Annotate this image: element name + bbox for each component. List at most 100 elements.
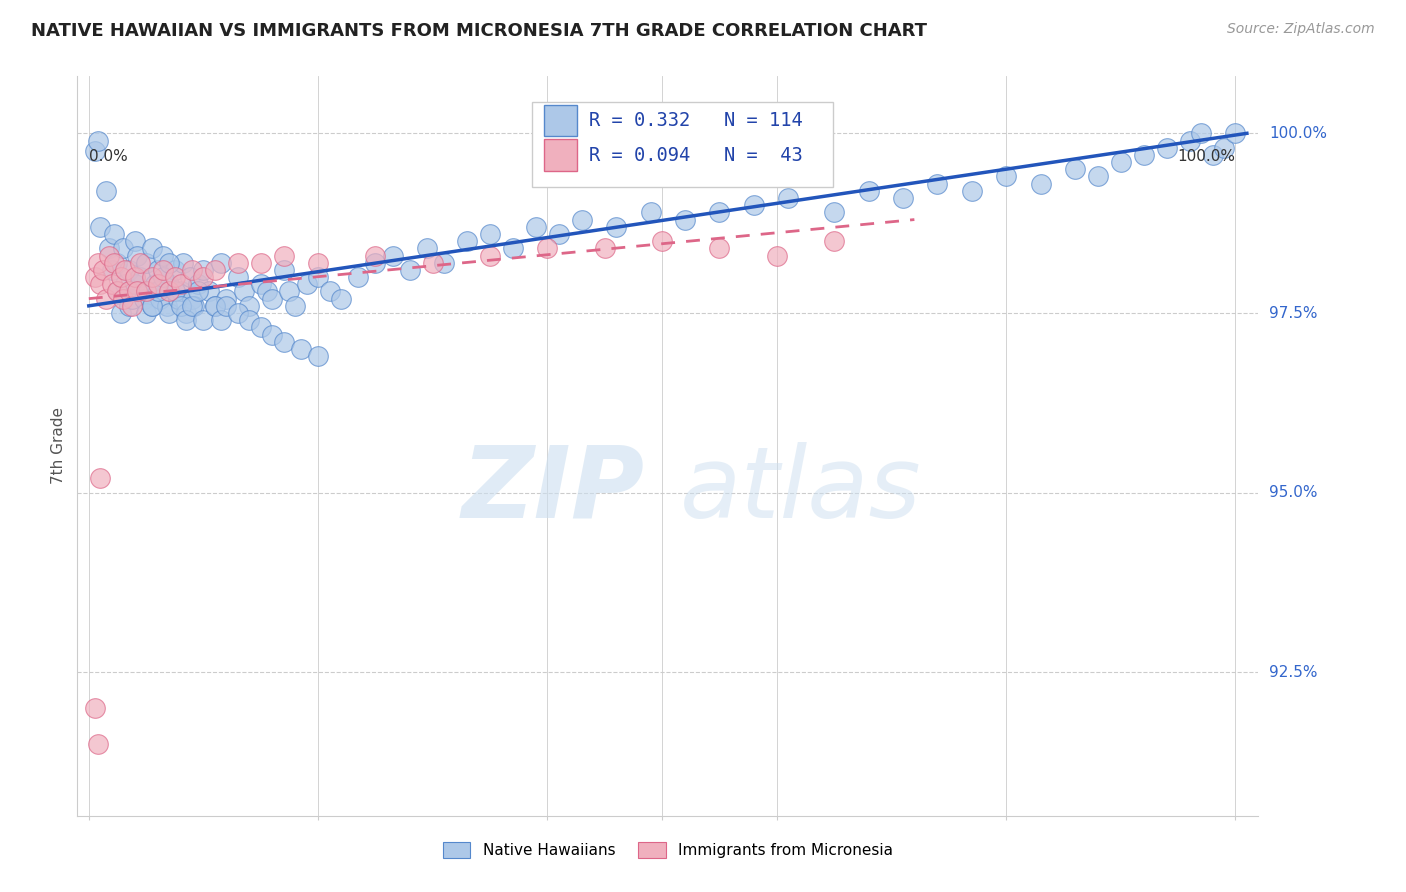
Point: [204, 299, 226, 313]
Point: [524, 219, 547, 234]
Point: [87, 134, 110, 148]
Point: [399, 263, 422, 277]
Point: [278, 285, 301, 299]
Point: [209, 256, 232, 270]
Point: [107, 285, 129, 299]
Point: [416, 241, 439, 255]
Text: atlas: atlas: [679, 442, 921, 539]
Point: [183, 299, 205, 313]
Point: [1189, 126, 1212, 140]
Point: [118, 285, 141, 299]
Point: [172, 256, 194, 270]
Point: [187, 277, 209, 292]
Point: [193, 263, 215, 277]
Text: Source: ZipAtlas.com: Source: ZipAtlas.com: [1227, 22, 1375, 37]
Point: [110, 306, 132, 320]
Point: [141, 299, 163, 313]
Text: 95.0%: 95.0%: [1270, 485, 1317, 500]
Point: [778, 191, 800, 205]
Point: [548, 227, 571, 241]
Point: [273, 248, 295, 262]
Point: [89, 471, 111, 485]
Point: [215, 292, 238, 306]
Point: [479, 227, 502, 241]
Text: R = 0.332   N = 114: R = 0.332 N = 114: [589, 111, 803, 129]
Point: [249, 256, 271, 270]
Point: [118, 299, 141, 313]
Point: [605, 219, 627, 234]
Point: [364, 248, 387, 262]
Point: [152, 248, 174, 262]
Point: [238, 299, 260, 313]
Point: [290, 342, 312, 356]
Point: [181, 263, 204, 277]
Point: [87, 737, 110, 751]
Point: [640, 205, 662, 219]
Point: [107, 256, 129, 270]
Point: [181, 292, 204, 306]
Point: [1201, 148, 1223, 162]
Point: [83, 145, 105, 159]
Point: [163, 270, 186, 285]
Point: [479, 248, 502, 262]
Point: [91, 263, 114, 277]
Legend: Native Hawaiians, Immigrants from Micronesia: Native Hawaiians, Immigrants from Micron…: [437, 836, 898, 864]
Point: [100, 277, 122, 292]
Point: [673, 212, 696, 227]
Point: [204, 299, 226, 313]
Point: [709, 241, 731, 255]
Point: [181, 299, 204, 313]
Point: [112, 292, 135, 306]
Point: [765, 248, 787, 262]
Point: [198, 285, 221, 299]
Point: [83, 701, 105, 715]
Point: [174, 306, 197, 320]
Point: [262, 292, 284, 306]
Point: [204, 263, 226, 277]
Point: [256, 285, 278, 299]
Point: [364, 256, 387, 270]
Point: [347, 270, 370, 285]
Point: [226, 306, 249, 320]
Point: [125, 285, 148, 299]
Point: [143, 277, 166, 292]
Text: 97.5%: 97.5%: [1270, 306, 1317, 320]
Text: 100.0%: 100.0%: [1177, 149, 1236, 164]
Point: [152, 263, 174, 277]
Point: [146, 277, 169, 292]
Point: [118, 263, 141, 277]
Point: [94, 184, 117, 198]
Point: [146, 285, 169, 299]
Point: [157, 277, 180, 292]
Point: [307, 270, 329, 285]
Point: [858, 184, 880, 198]
Point: [146, 263, 169, 277]
FancyBboxPatch shape: [531, 102, 834, 187]
Point: [103, 227, 125, 241]
Point: [891, 191, 914, 205]
Point: [1109, 155, 1132, 169]
Point: [157, 306, 180, 320]
Point: [141, 241, 163, 255]
Y-axis label: 7th Grade: 7th Grade: [51, 408, 66, 484]
Point: [1087, 169, 1109, 184]
Text: R = 0.094   N =  43: R = 0.094 N = 43: [589, 145, 803, 164]
Point: [169, 285, 191, 299]
Text: 0.0%: 0.0%: [89, 149, 128, 164]
Point: [927, 177, 949, 191]
Point: [193, 313, 215, 327]
Text: NATIVE HAWAIIAN VS IMMIGRANTS FROM MICRONESIA 7TH GRADE CORRELATION CHART: NATIVE HAWAIIAN VS IMMIGRANTS FROM MICRO…: [31, 22, 927, 40]
Point: [593, 241, 616, 255]
Point: [238, 313, 260, 327]
Point: [157, 285, 180, 299]
Point: [152, 270, 174, 285]
Point: [89, 277, 111, 292]
Point: [141, 270, 163, 285]
Point: [823, 205, 845, 219]
FancyBboxPatch shape: [544, 139, 576, 170]
Point: [232, 285, 254, 299]
FancyBboxPatch shape: [544, 104, 576, 136]
Point: [262, 327, 284, 342]
Point: [209, 313, 232, 327]
Point: [1178, 134, 1201, 148]
